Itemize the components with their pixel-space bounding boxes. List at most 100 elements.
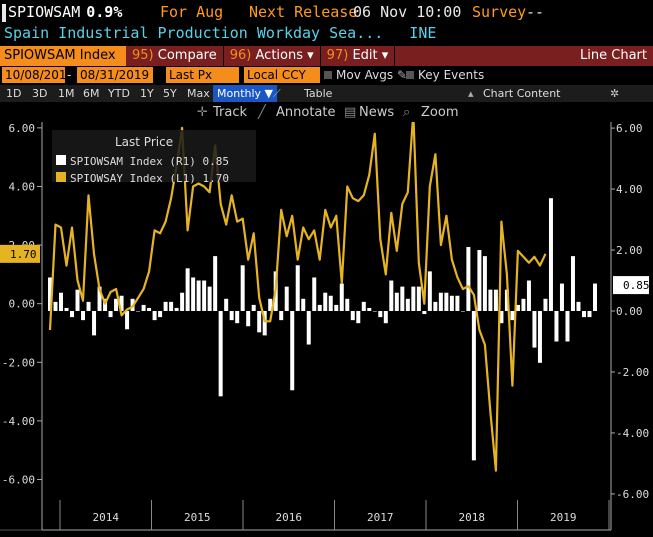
bar xyxy=(593,283,597,311)
x-tick-label: 2016 xyxy=(276,511,303,524)
table-button[interactable]: Table xyxy=(304,87,333,100)
line-chart-icon[interactable]: ⟋ xyxy=(273,87,281,100)
period-1y[interactable]: 1Y xyxy=(140,87,154,100)
period-bar: 1D 3D 1M 6M YTD 1Y 5Y Max Monthly ▼ ⟋ Ta… xyxy=(0,85,653,102)
bar xyxy=(163,301,168,311)
bar xyxy=(125,311,130,330)
bar xyxy=(400,286,405,311)
period-3d[interactable]: 3D xyxy=(32,87,48,100)
security-field[interactable]: SPIOWSAM Index xyxy=(0,46,126,66)
bar xyxy=(317,304,322,311)
period-1m[interactable]: 1M xyxy=(58,87,75,100)
frequency-select[interactable]: Monthly ▼ xyxy=(213,85,277,102)
bar xyxy=(389,280,394,311)
left-tick-label: 4.00 xyxy=(9,180,36,193)
bar xyxy=(356,311,361,324)
main-toolbar: SPIOWSAM Index 95) Compare 96) Actions ▾ 9… xyxy=(0,46,653,66)
bar xyxy=(306,311,311,345)
settings-bar: 10/08/2013 - 08/31/2019 Last Px Local CC… xyxy=(0,67,653,84)
bar xyxy=(213,256,218,311)
bar xyxy=(504,289,509,311)
left-tick-label: 6.00 xyxy=(9,122,36,135)
x-tick-label: 2019 xyxy=(550,511,577,524)
bar xyxy=(581,311,586,318)
bar xyxy=(378,311,383,318)
zoom-icon: ⌕ xyxy=(403,105,411,120)
right-current-tag xyxy=(613,276,649,295)
ticker: SPIOWSAM xyxy=(8,3,81,21)
last-value: 0.9% xyxy=(86,3,123,21)
bar xyxy=(229,311,234,321)
bar xyxy=(422,311,427,315)
bar xyxy=(570,256,575,311)
bar xyxy=(81,311,86,321)
bar xyxy=(97,286,102,311)
bar xyxy=(169,301,174,311)
date-separator: - xyxy=(67,68,72,82)
bar xyxy=(493,289,498,311)
start-date-field[interactable]: 10/08/2013 xyxy=(2,67,74,83)
bar xyxy=(136,311,141,312)
bar xyxy=(449,295,454,311)
bar xyxy=(86,301,91,311)
x-tick-label: 2015 xyxy=(184,511,211,524)
bar xyxy=(350,311,355,321)
gear-icon[interactable]: ✲ xyxy=(610,87,620,100)
mov-avgs-toggle[interactable]: Mov Avgs ✎ xyxy=(324,67,407,84)
security-header: SPIOWSAM 0.9% For Aug Next Release 06 Nov… xyxy=(0,0,653,24)
bar xyxy=(394,292,399,311)
right-tick-label: -2.00 xyxy=(616,366,649,379)
legend-entry: SPIOWSAY Index (L1) 1.70 xyxy=(70,172,229,185)
period-5y[interactable]: 5Y xyxy=(163,87,177,100)
bar xyxy=(290,311,295,391)
bar xyxy=(202,280,207,311)
chart-content-icon: ▴ xyxy=(468,87,474,100)
news-icon: ▤ xyxy=(344,105,357,120)
pencil-icon[interactable]: ✎ xyxy=(396,68,407,82)
period-max[interactable]: Max xyxy=(187,87,210,100)
bar xyxy=(532,311,537,348)
x-tick-label: 2017 xyxy=(367,511,394,524)
actions-button[interactable]: 96) Actions ▾ xyxy=(224,46,321,66)
bar xyxy=(438,292,443,311)
bar xyxy=(345,298,350,311)
header-marker xyxy=(2,3,6,22)
bar xyxy=(191,277,196,311)
track-button[interactable]: Track xyxy=(213,105,248,120)
left-tick-label: -2.00 xyxy=(2,356,35,369)
legend-swatch xyxy=(56,155,66,165)
bar xyxy=(284,286,289,311)
bar xyxy=(279,311,284,321)
left-tick-label: -4.00 xyxy=(2,415,35,428)
price-chart[interactable]: 6.00 4.00 2.00 0.00 -2.00 -4.00 -6.00 6.00 4.00 2… xyxy=(0,122,653,537)
bar xyxy=(141,304,146,311)
bar xyxy=(559,283,564,311)
legend-box xyxy=(52,130,256,182)
bar xyxy=(158,311,163,318)
zoom-button[interactable]: Zoom xyxy=(421,105,459,120)
key-events-toggle[interactable]: Key Events xyxy=(406,67,484,84)
period-ytd[interactable]: YTD xyxy=(108,87,130,100)
end-date-field[interactable]: 08/31/2019 xyxy=(77,67,153,83)
compare-button[interactable]: 95) Compare xyxy=(126,46,224,66)
bar xyxy=(328,295,333,311)
bar xyxy=(405,298,410,311)
bar xyxy=(587,311,592,318)
currency-select[interactable]: Local CCY xyxy=(244,67,320,83)
bar xyxy=(427,271,432,311)
bar xyxy=(576,301,581,311)
x-tick-label: 2014 xyxy=(93,511,120,524)
bar xyxy=(312,277,317,311)
annotate-button[interactable]: Annotate xyxy=(276,105,336,120)
bar xyxy=(103,298,108,311)
bar xyxy=(433,301,438,311)
bar xyxy=(70,311,75,318)
period-6m[interactable]: 6M xyxy=(83,87,100,100)
edit-button[interactable]: 97) Edit ▾ xyxy=(321,46,396,66)
chart-content-button[interactable]: Chart Content xyxy=(483,87,561,100)
news-button[interactable]: News xyxy=(359,105,395,120)
next-release-label: Next Release xyxy=(249,3,358,21)
bar xyxy=(174,307,179,311)
period-1d[interactable]: 1D xyxy=(6,87,22,100)
price-field-select[interactable]: Last Px xyxy=(166,67,239,83)
